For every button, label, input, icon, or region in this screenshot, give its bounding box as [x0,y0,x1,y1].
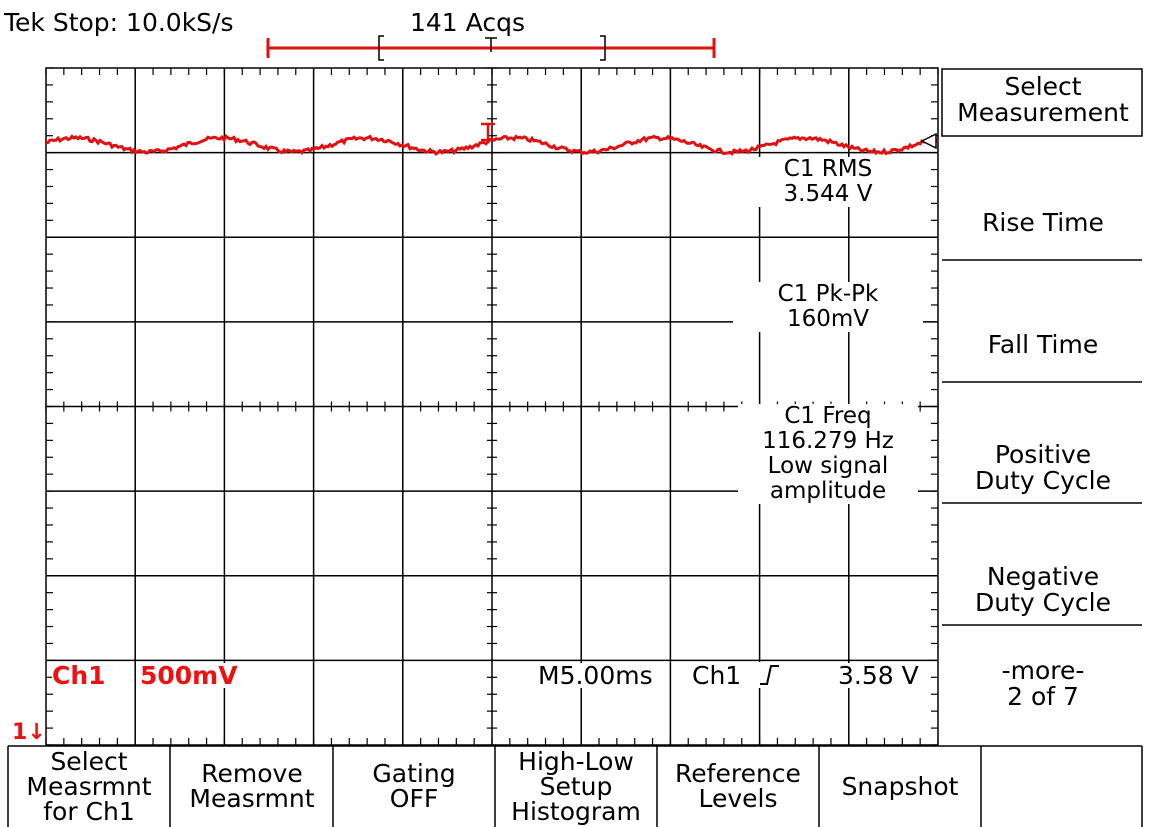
measurement-value: 116.279 Hz [762,428,894,454]
record-length-indicator [266,35,716,61]
side-menu-title: Select Measurement [957,72,1129,127]
measurement-readout-pkpk: C1 Pk-Pk 160mV [733,282,923,332]
timebase: M5.00ms [538,661,653,690]
measurement-warning: Low signal [767,453,889,479]
measurement-value: 160mV [786,306,870,332]
bottom-button-empty[interactable] [981,747,1143,825]
side-button-positive-duty-cycle[interactable]: Positive Duty Cycle [975,440,1111,495]
graticule [45,67,939,746]
bottom-button-high-low-setup[interactable]: High-Low Setup Histogram [511,746,641,826]
side-button-more[interactable]: -more- 2 of 7 [1001,656,1085,711]
side-button-fall-time[interactable]: Fall Time [987,330,1099,359]
bottom-button-gating[interactable]: Gating OFF [372,759,456,813]
acquisition-status: Tek Stop: 10.0kS/s [4,8,234,37]
side-button-rise-time[interactable]: Rise Time [982,208,1104,237]
measurement-label: C1 RMS [783,156,873,182]
acquisition-count: 141 Acqs [410,8,525,37]
bottom-button-remove-measurement[interactable]: Remove Measrmnt [189,759,315,813]
channel-label: Ch1 [52,661,106,690]
trace-markers [481,122,937,150]
rising-edge-icon [757,662,781,688]
bottom-button-select-measurement[interactable]: Select Measrmnt for Ch1 [26,746,152,826]
measurement-value: 3.544 V [783,181,873,207]
measurement-label: C1 Pk-Pk [777,281,879,307]
measurement-readout-freq: C1 Freq 116.279 Hz Low signal amplitude [738,404,918,504]
side-button-negative-duty-cycle[interactable]: Negative Duty Cycle [975,562,1111,617]
trigger-source: Ch1 [692,661,742,690]
trigger-level: 3.58 V [838,661,919,690]
arrow-down-icon: ↓ [27,720,46,745]
volts-per-div: 500mV [140,661,238,690]
bottom-button-snapshot[interactable]: Snapshot [841,771,959,801]
measurement-readout-rms: C1 RMS 3.544 V [733,157,923,207]
menu-dividers [7,68,1143,827]
bottom-button-reference-levels[interactable]: Reference Levels [675,759,801,813]
measurement-label: C1 Freq [784,403,872,429]
measurement-warning: amplitude [769,478,887,504]
ch1-ground-marker: 1↓ [12,720,46,745]
